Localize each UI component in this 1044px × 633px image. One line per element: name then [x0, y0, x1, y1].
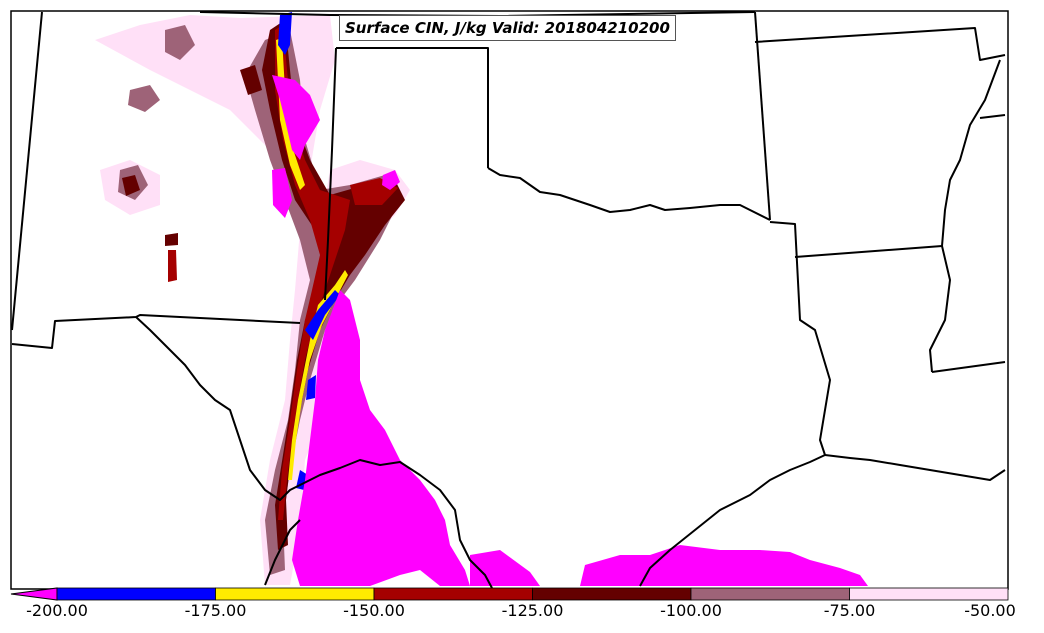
state-line-nm-west	[11, 11, 43, 331]
map-background	[11, 11, 1008, 589]
state-line-nm-south	[11, 314, 301, 349]
colorbar-tick-label: -50.00	[964, 601, 1016, 620]
border-rio-grande	[135, 316, 493, 589]
cin-magenta-gulf	[470, 550, 540, 586]
colorbar-tick-label: -75.00	[823, 601, 876, 620]
state-line-la-s	[931, 361, 1006, 373]
colorbar-segment	[56, 587, 216, 601]
border-mexico-inner	[264, 519, 301, 586]
state-line-ok-east	[754, 11, 771, 221]
cin-red-blob-b	[168, 250, 177, 282]
state-line-ms-e	[979, 114, 1006, 119]
coastline-gulf	[639, 454, 826, 587]
colorbar-tick-label: -175.00	[184, 601, 247, 620]
state-line-red-river	[487, 167, 771, 221]
state-line-ok-pan-n	[336, 47, 489, 168]
colorbar-tick-label: -100.00	[660, 601, 722, 620]
colorbar-tick-label: -150.00	[343, 601, 405, 620]
colorbar-tick-label: -200.00	[26, 601, 88, 620]
colorbar-segment	[849, 587, 1009, 601]
state-line-ar-s	[794, 245, 943, 258]
colorbar-extend-arrow	[10, 587, 58, 601]
cin-magenta-coast	[580, 545, 868, 586]
colorbar-segment	[690, 587, 850, 601]
cin-mauve-blob-c	[128, 85, 160, 112]
boundary-layer	[11, 11, 1006, 589]
colorbar-segment	[373, 587, 533, 601]
cin-fill-layer	[95, 12, 868, 586]
colorbar-segment	[532, 587, 692, 601]
state-line-ok-pan-w	[324, 47, 337, 301]
state-line-ar-n	[754, 27, 1006, 61]
cin-dark-red-blob-c	[165, 233, 178, 246]
colorbar-tick-label: -125.00	[501, 601, 564, 620]
map-title: Surface CIN, J/kg Valid: 201804210200	[339, 15, 676, 41]
colorbar	[10, 587, 1009, 601]
coastline-la	[824, 454, 1006, 481]
cin-magenta-ne-blob	[382, 170, 400, 190]
cin-dark-red-blob-a	[122, 175, 140, 196]
cin-magenta-north-2	[272, 168, 292, 218]
cin-magenta-north	[272, 75, 320, 160]
colorbar-segment	[215, 587, 375, 601]
state-line-tx-east	[769, 221, 831, 456]
cin-mauve-blob-b	[165, 25, 195, 60]
cin-dark-red-blob-b	[240, 65, 262, 95]
cin-magenta-main	[292, 290, 470, 586]
state-line-ar-ms	[929, 59, 1001, 373]
